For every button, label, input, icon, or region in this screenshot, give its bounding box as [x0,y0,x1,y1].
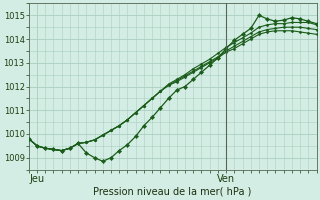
X-axis label: Pression niveau de la mer( hPa ): Pression niveau de la mer( hPa ) [93,187,252,197]
